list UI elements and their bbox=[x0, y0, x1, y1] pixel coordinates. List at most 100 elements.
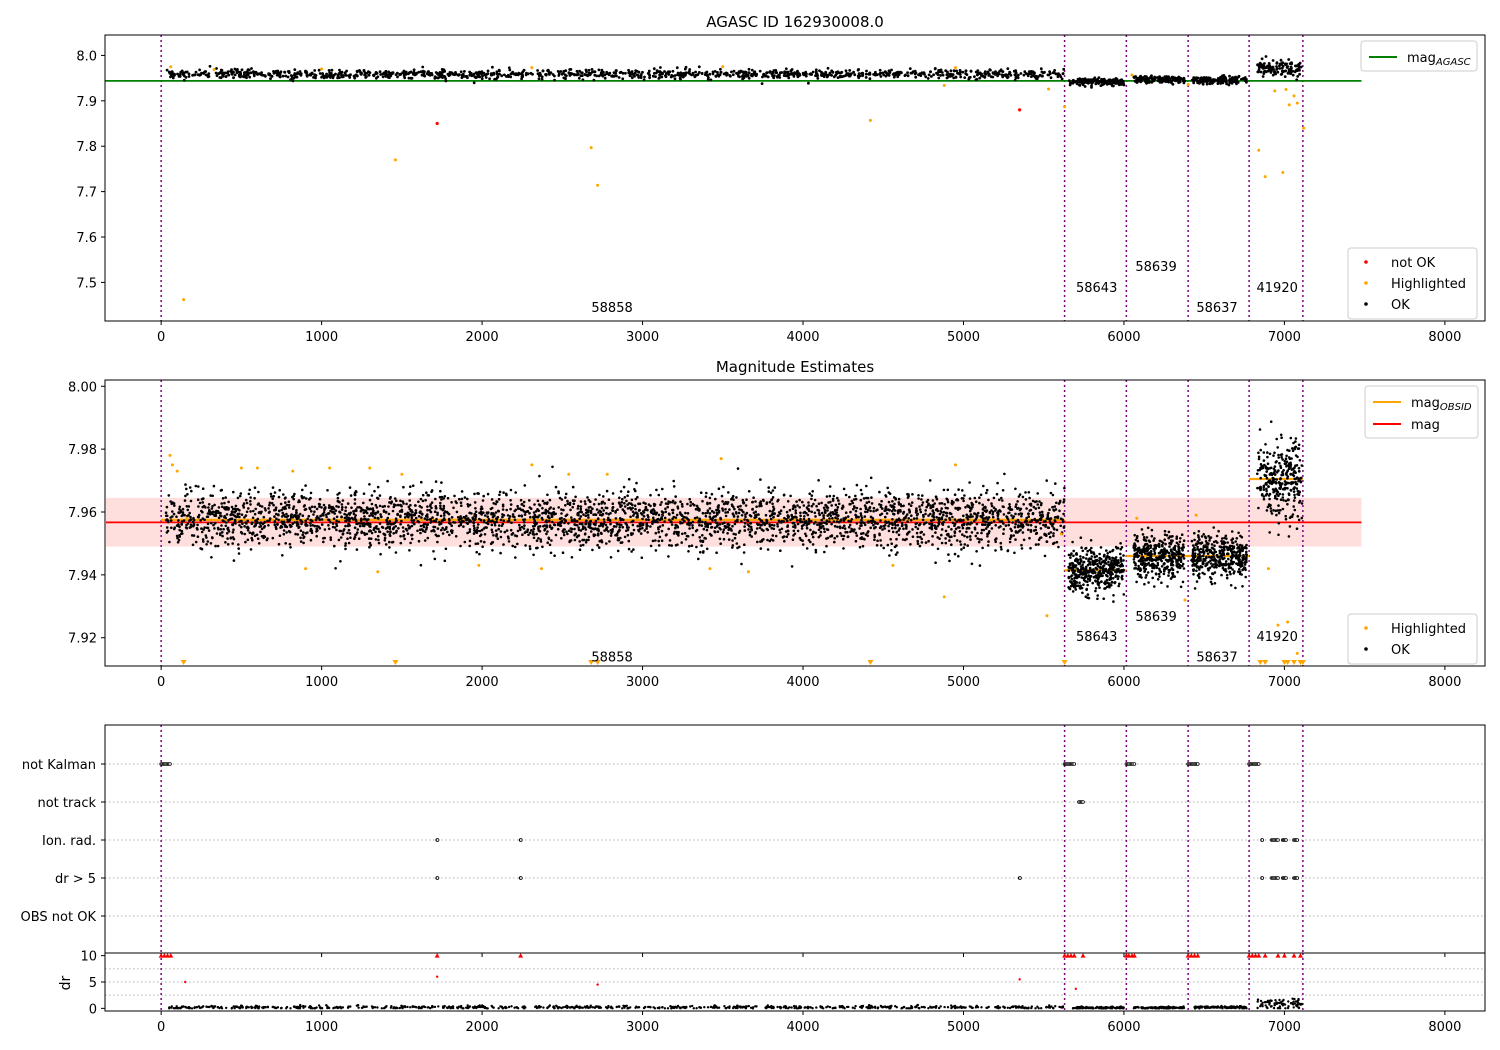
data-point-ok bbox=[836, 70, 840, 74]
data-point-ok bbox=[335, 505, 338, 508]
data-point-ok bbox=[358, 522, 361, 525]
data-point-ok bbox=[808, 519, 811, 523]
data-point-ok bbox=[867, 530, 870, 533]
data-point-ok bbox=[858, 74, 862, 78]
data-point-ok bbox=[926, 77, 930, 80]
data-point-ok bbox=[717, 504, 720, 507]
data-point-ok bbox=[740, 514, 744, 517]
data-point-ok bbox=[1013, 78, 1017, 82]
data-point-ok bbox=[950, 535, 953, 538]
data-point-ok bbox=[267, 511, 271, 514]
data-point-ok bbox=[949, 72, 953, 76]
data-point-ok bbox=[1208, 78, 1212, 82]
data-point-ok bbox=[271, 497, 275, 501]
data-point-ok bbox=[400, 519, 403, 523]
data-point-ok bbox=[177, 511, 181, 515]
data-point-ok bbox=[724, 71, 728, 75]
obsid-label: 58858 bbox=[591, 301, 632, 316]
data-point-ok bbox=[605, 542, 608, 545]
data-point-ok bbox=[750, 535, 753, 538]
data-point-ok bbox=[558, 517, 562, 520]
data-point-ok bbox=[801, 543, 805, 546]
data-point-ok bbox=[1192, 81, 1196, 85]
data-point-ok bbox=[796, 71, 800, 75]
data-point-ok bbox=[236, 496, 240, 500]
data-point-ok bbox=[815, 504, 818, 508]
data-point-ok bbox=[764, 513, 768, 517]
data-point-ok bbox=[384, 511, 388, 514]
data-point-ok bbox=[522, 504, 526, 508]
data-point-ok bbox=[699, 539, 702, 542]
data-point-ok bbox=[1025, 507, 1028, 510]
data-point-ok bbox=[570, 518, 574, 522]
data-point-ok bbox=[587, 68, 591, 72]
data-point-ok bbox=[786, 525, 789, 528]
data-point-ok bbox=[587, 510, 590, 514]
data-point-ok bbox=[823, 72, 827, 76]
data-point-ok bbox=[207, 512, 211, 515]
data-point-ok bbox=[410, 519, 414, 522]
data-point-ok bbox=[1148, 81, 1151, 84]
data-point-ok bbox=[408, 513, 412, 517]
data-point-ok bbox=[165, 531, 169, 534]
data-point-ok bbox=[940, 528, 944, 531]
data-point-ok bbox=[688, 497, 691, 501]
data-point-ok bbox=[169, 75, 172, 79]
data-point-ok bbox=[888, 71, 892, 75]
data-point-ok bbox=[505, 508, 509, 512]
data-point-ok bbox=[537, 77, 541, 81]
data-point-ok bbox=[1055, 540, 1059, 544]
data-point-ok bbox=[374, 530, 377, 534]
data-point-ok bbox=[1283, 75, 1287, 78]
data-point-ok bbox=[950, 528, 953, 531]
data-point-ok bbox=[826, 528, 830, 532]
data-point-ok bbox=[537, 503, 541, 506]
data-point-ok bbox=[786, 529, 790, 533]
data-point-highlighted bbox=[1295, 101, 1299, 105]
data-point-ok bbox=[765, 71, 768, 75]
data-point-ok bbox=[878, 72, 881, 76]
data-point-ok bbox=[448, 73, 452, 77]
data-point-ok bbox=[1006, 75, 1010, 79]
data-point-ok bbox=[543, 502, 546, 505]
data-point-ok bbox=[496, 537, 500, 540]
data-point-ok bbox=[188, 511, 191, 515]
data-point-ok bbox=[826, 66, 830, 70]
data-point-ok bbox=[575, 69, 579, 73]
data-point-ok bbox=[721, 500, 724, 503]
data-point-ok bbox=[1006, 549, 1010, 553]
data-point-ok bbox=[516, 529, 520, 533]
data-point-ok bbox=[416, 529, 419, 533]
data-point-ok bbox=[639, 532, 643, 535]
data-point-ok bbox=[389, 74, 393, 77]
data-point-ok bbox=[577, 526, 580, 529]
data-point-ok bbox=[287, 506, 291, 509]
data-point-ok bbox=[214, 71, 218, 75]
data-point-ok bbox=[915, 531, 919, 535]
data-point-ok bbox=[199, 547, 202, 550]
data-point-ok bbox=[1001, 505, 1005, 508]
data-point-ok bbox=[205, 536, 208, 539]
data-point-ok bbox=[237, 543, 240, 546]
data-point-ok bbox=[374, 538, 378, 541]
data-point-ok bbox=[996, 481, 999, 485]
data-point-ok bbox=[767, 486, 770, 489]
data-point-ok bbox=[524, 544, 527, 547]
data-point-ok bbox=[895, 520, 898, 523]
data-point-ok bbox=[562, 69, 566, 73]
data-point-ok bbox=[896, 75, 900, 79]
data-point-ok bbox=[403, 516, 407, 519]
data-point-ok bbox=[778, 73, 781, 77]
data-point-ok bbox=[554, 485, 558, 489]
data-point-ok bbox=[684, 538, 688, 541]
data-point-ok bbox=[513, 515, 516, 519]
data-point-ok bbox=[524, 510, 527, 514]
data-point-ok bbox=[318, 72, 322, 75]
data-point-ok bbox=[944, 518, 947, 521]
data-point-ok bbox=[1003, 472, 1006, 476]
data-point-ok bbox=[463, 496, 467, 499]
data-point-ok bbox=[927, 514, 930, 517]
data-point-ok bbox=[782, 74, 786, 77]
data-point-ok bbox=[1145, 81, 1148, 85]
data-point-ok bbox=[863, 521, 866, 525]
